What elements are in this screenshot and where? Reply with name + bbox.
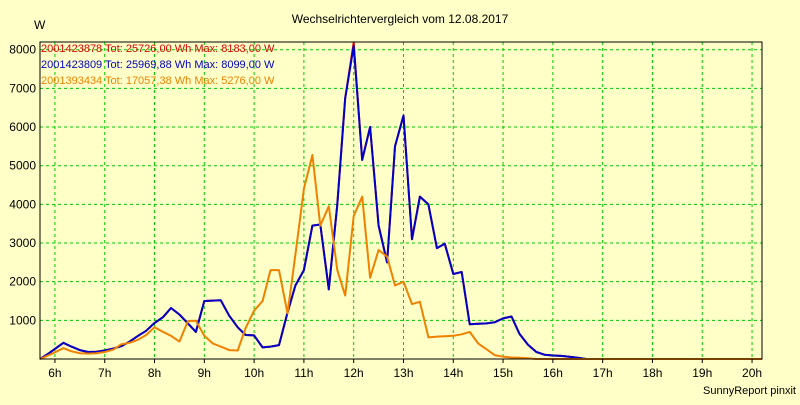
chart-title: Wechselrichtervergleich vom 12.08.2017 [292, 12, 509, 26]
series-line-2 [39, 44, 762, 360]
x-tick-label: 19h [692, 366, 712, 380]
plot-frame [39, 41, 763, 360]
legend-entry-1: 2001423878 Tot: 25726,00 Wh Max: 8183,00… [41, 43, 275, 55]
x-tick-label: 9h [198, 366, 211, 380]
legend-entry-3: 2001393434 Tot: 17057,38 Wh Max: 5276,00… [41, 75, 275, 87]
y-tick-label: 1000 [9, 313, 36, 327]
y-tick-label: 4000 [9, 197, 36, 211]
x-tick-label: 15h [493, 366, 513, 380]
x-tick-label: 7h [98, 366, 111, 380]
legend-entry-2: 2001423809 Tot: 25969,88 Wh Max: 8099,00… [41, 59, 275, 71]
x-tick-label: 14h [443, 366, 463, 380]
x-tick-label: 16h [543, 366, 563, 380]
x-tick-label: 6h [48, 366, 61, 380]
x-tick-label: 18h [642, 366, 662, 380]
y-tick-label: 2000 [9, 275, 36, 289]
y-tick-label: 6000 [9, 120, 36, 134]
x-tick-label: 12h [344, 366, 364, 380]
y-tick-label: 8000 [9, 43, 36, 57]
axes: 1000 2000 3000 4000 5000 6000 7000 8000 6h 7h 8h 9h… [9, 41, 763, 380]
grid-lines [40, 42, 762, 359]
x-tick-label: 13h [393, 366, 413, 380]
series-lines [39, 41, 762, 360]
x-tick-label: 10h [244, 366, 264, 380]
x-tick-label: 11h [294, 366, 313, 380]
y-tick-label: 3000 [9, 236, 36, 250]
y-tick-label: 5000 [9, 159, 36, 173]
footer-credit: SunnyReport pinxit [703, 385, 796, 397]
x-tick-label: 8h [148, 366, 161, 380]
series-line-1 [39, 41, 762, 360]
x-tick-label: 17h [593, 366, 613, 380]
y-tick-label: 7000 [9, 81, 36, 95]
y-axis-unit-label: W [34, 18, 46, 32]
x-tick-label: 20h [742, 366, 762, 380]
legend: 2001423878 Tot: 25726,00 Wh Max: 8183,00… [41, 43, 275, 87]
